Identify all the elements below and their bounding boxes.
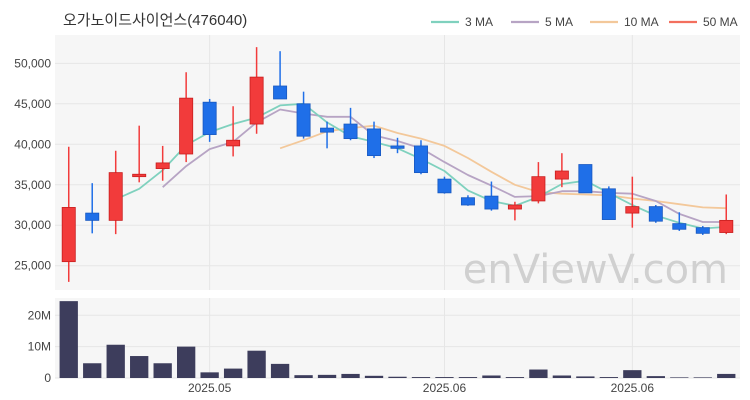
candle-body [108, 172, 123, 221]
volume-tick-label: 20M [28, 308, 51, 322]
volume-bar [341, 373, 360, 378]
candle-body [249, 76, 264, 125]
candle-body [61, 207, 76, 263]
volume-bar [270, 363, 290, 378]
date-tick-label: 2025.06 [611, 381, 655, 395]
date-tick-label: 2025.05 [188, 381, 232, 395]
candle-body [85, 212, 100, 221]
axis-labels: 25,000 30,000 35,000 40,000 45,000 50,000 0 10M… [14, 56, 654, 395]
candle-body [179, 97, 194, 155]
price-tick-label: 35,000 [14, 178, 51, 192]
candle-body [226, 139, 241, 147]
candle-body [507, 204, 522, 210]
candle-body [484, 195, 499, 210]
volume-bar [458, 377, 478, 378]
legend-label: 5 MA [545, 15, 573, 29]
volume-bar [646, 376, 665, 378]
candle-body [202, 101, 217, 135]
candle-body [320, 127, 335, 133]
volume-bar [576, 376, 595, 378]
volume-tick-label: 0 [44, 371, 51, 385]
volume-bar [106, 344, 125, 378]
volume-bar [505, 377, 525, 378]
volume-bar [693, 377, 712, 378]
candle-body [343, 123, 358, 140]
candle-body [648, 206, 663, 222]
volume-bar [435, 377, 454, 378]
legend-label: 10 MA [624, 15, 659, 29]
volume-bar [529, 369, 548, 378]
candle-body [155, 162, 170, 169]
candle-body [437, 178, 452, 194]
volume-bar [223, 368, 243, 378]
candle-body [367, 128, 381, 157]
legend-label: 3 MA [465, 15, 493, 29]
legend-label: 50 MA [703, 15, 738, 29]
candle-body [672, 223, 687, 230]
volume-bar [317, 374, 337, 378]
candlesticks [61, 47, 734, 282]
volume-bar [153, 363, 172, 378]
chart-title: 오가노이드사이언스(476040) [63, 12, 247, 29]
candle-body [625, 206, 640, 214]
volume-bar [176, 346, 196, 378]
price-tick-label: 50,000 [14, 56, 51, 70]
candle-body [719, 219, 734, 233]
volume-bar [482, 375, 501, 378]
volume-bar [599, 377, 619, 378]
volume-bar [552, 375, 572, 378]
candle-body [390, 145, 405, 149]
price-tick-label: 45,000 [14, 97, 51, 111]
volume-bar [670, 377, 689, 378]
candle-body [554, 170, 569, 180]
volume-bar [623, 370, 642, 378]
volume-bar [364, 375, 384, 378]
candle-body [460, 197, 475, 206]
price-tick-label: 40,000 [14, 137, 51, 151]
candle-body [531, 176, 546, 202]
candle-body [695, 227, 710, 234]
volume-bar [411, 377, 431, 378]
volume-bar [200, 372, 219, 378]
candle-body [414, 145, 428, 174]
watermark: enViewV.com [463, 247, 728, 293]
volume-bar [717, 373, 736, 378]
price-tick-label: 25,000 [14, 259, 51, 273]
volume-bar [388, 376, 407, 378]
candle-body [273, 85, 288, 100]
volume-bar [294, 375, 313, 378]
volume-tick-label: 10M [28, 340, 51, 354]
volume-bar [247, 350, 266, 378]
volume-bars [59, 301, 736, 378]
legend: 3 MA 5 MA 10 MA 50 MA [431, 15, 738, 29]
volume-bar [83, 363, 102, 378]
candle-body [578, 164, 593, 194]
volume-bar [59, 301, 78, 378]
candle-body [296, 103, 311, 137]
candle-body [132, 173, 147, 178]
price-tick-label: 30,000 [14, 218, 51, 232]
candle-body [601, 188, 616, 220]
date-tick-label: 2025.06 [423, 381, 467, 395]
volume-bar [130, 356, 149, 378]
